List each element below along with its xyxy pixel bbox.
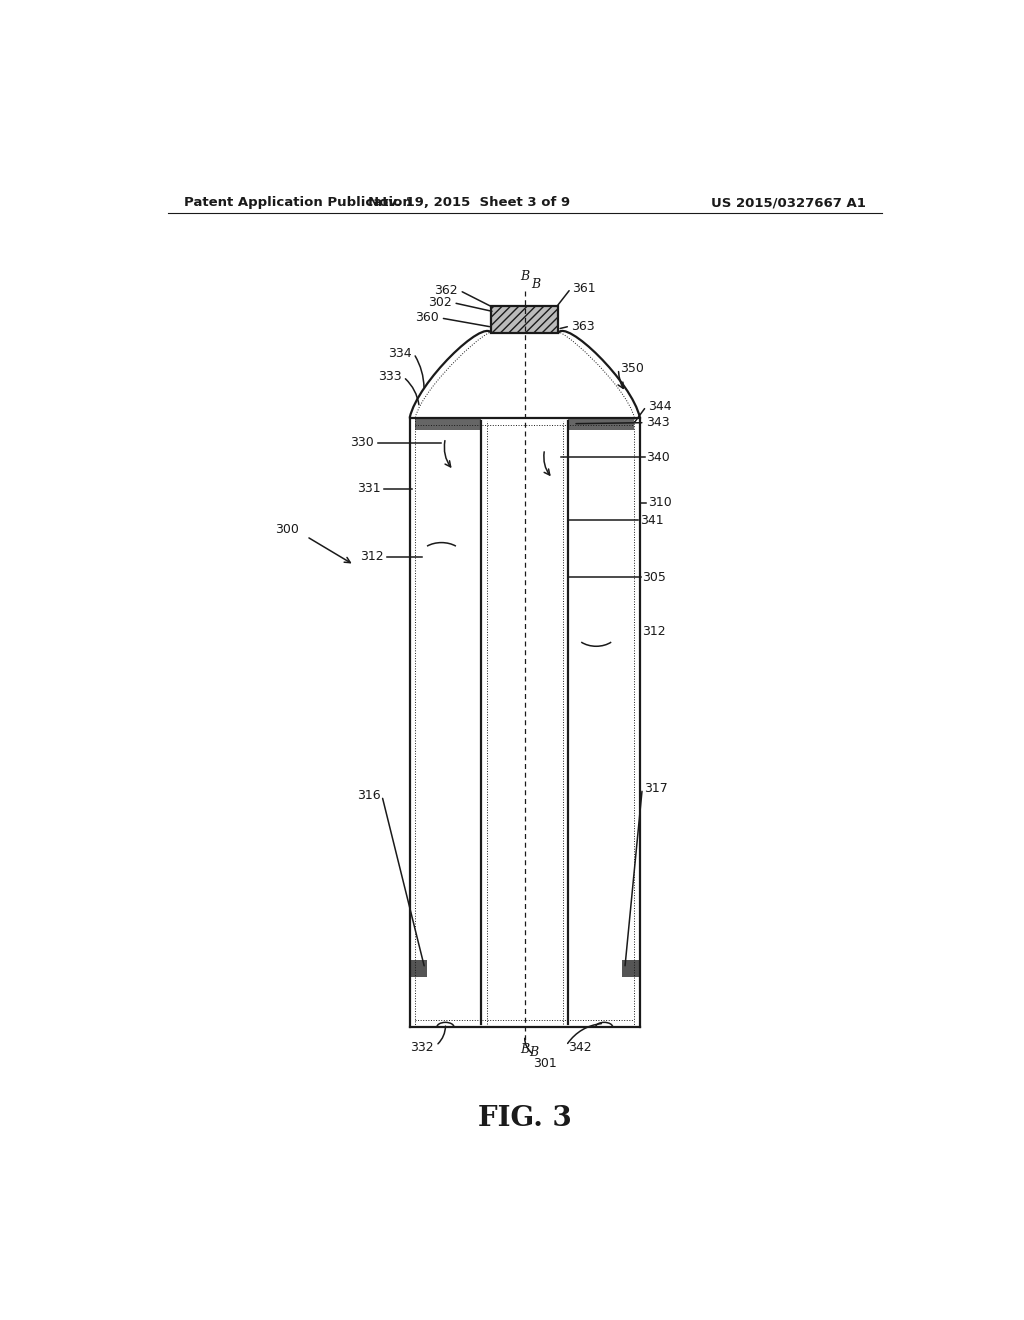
- Text: B: B: [528, 1045, 538, 1059]
- Text: 330: 330: [350, 437, 374, 450]
- Text: 317: 317: [644, 781, 668, 795]
- Text: 334: 334: [388, 347, 412, 360]
- Text: 342: 342: [568, 1041, 592, 1055]
- Text: 312: 312: [359, 550, 384, 564]
- Text: 360: 360: [416, 312, 439, 325]
- Text: Patent Application Publication: Patent Application Publication: [183, 195, 412, 209]
- Text: 312: 312: [642, 624, 666, 638]
- Text: US 2015/0327667 A1: US 2015/0327667 A1: [712, 195, 866, 209]
- Bar: [492, 306, 558, 333]
- Text: 300: 300: [274, 523, 299, 536]
- Text: 363: 363: [570, 319, 595, 333]
- Bar: [410, 961, 427, 977]
- Text: 361: 361: [572, 282, 596, 294]
- Text: 331: 331: [356, 482, 380, 495]
- Text: 316: 316: [356, 789, 380, 803]
- Text: 341: 341: [640, 513, 664, 527]
- Bar: [568, 417, 634, 430]
- Text: 350: 350: [620, 362, 644, 375]
- Text: 362: 362: [434, 284, 458, 297]
- Text: B: B: [520, 1043, 529, 1056]
- Text: Nov. 19, 2015  Sheet 3 of 9: Nov. 19, 2015 Sheet 3 of 9: [369, 195, 570, 209]
- Text: 333: 333: [378, 371, 401, 383]
- Text: 310: 310: [648, 496, 672, 510]
- Bar: [623, 961, 640, 977]
- Text: 343: 343: [646, 416, 670, 429]
- Text: B: B: [531, 279, 541, 290]
- Text: 301: 301: [532, 1057, 556, 1071]
- Text: 340: 340: [646, 450, 670, 463]
- Text: 302: 302: [428, 296, 452, 309]
- Text: B: B: [520, 271, 529, 284]
- Text: FIG. 3: FIG. 3: [478, 1105, 571, 1133]
- Bar: [416, 417, 481, 430]
- Text: 332: 332: [410, 1041, 433, 1055]
- Text: 344: 344: [648, 400, 672, 413]
- Text: 305: 305: [642, 570, 667, 583]
